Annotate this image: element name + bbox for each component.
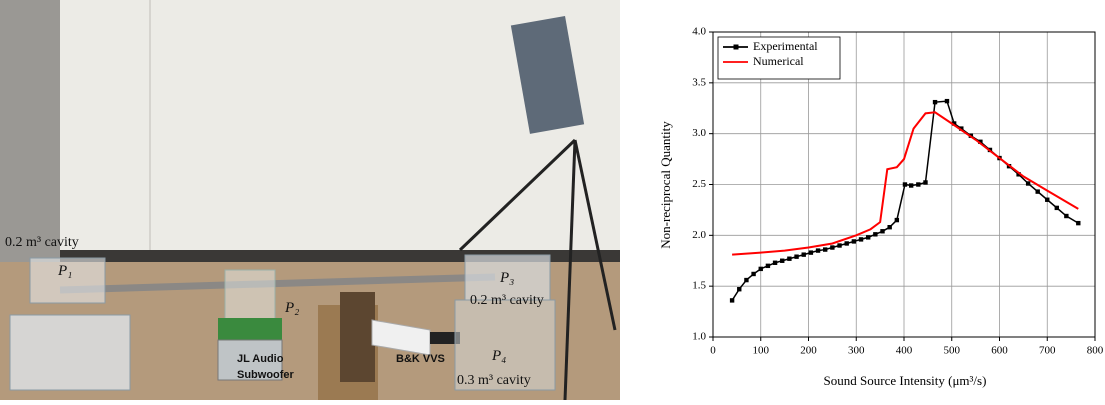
photo-label: P₁ [57, 263, 72, 279]
data-point [751, 271, 756, 277]
vibrometer [510, 15, 585, 134]
cavity-box-right [464, 254, 551, 301]
data-point [801, 252, 806, 257]
data-point [837, 243, 842, 248]
data-point [1025, 181, 1031, 186]
legend-box [717, 36, 841, 80]
y-tick-label: 4.0 [692, 26, 706, 38]
data-point [1064, 213, 1069, 219]
y-tick-label: 1.5 [692, 280, 706, 292]
photo-label: 0.2 m³ cavity [470, 293, 544, 308]
y-tick-label: 1.0 [692, 331, 706, 343]
tube [59, 273, 496, 294]
x-tick-label: 400 [896, 345, 913, 357]
photo-label: P₃ [499, 270, 514, 286]
data-point [830, 245, 835, 250]
data-point [787, 256, 792, 261]
data-point [865, 235, 871, 240]
horn [371, 319, 431, 356]
y-tick-label: 2.5 [692, 178, 706, 190]
x-axis-title: Sound Source Intensity (μm³/s) [824, 373, 987, 388]
data-point [858, 237, 864, 242]
y-tick-label: 3.5 [692, 76, 706, 88]
y-tick-label: 2.0 [692, 229, 706, 241]
data-point [944, 98, 950, 104]
data-point [844, 241, 849, 246]
tripod-leg [563, 139, 577, 401]
photo-label: JL Audio [237, 353, 284, 365]
data-point [1035, 189, 1040, 194]
data-point [780, 258, 785, 263]
legend-marker [733, 44, 739, 50]
data-point [737, 287, 742, 292]
data-point [902, 182, 908, 187]
data-point [729, 298, 735, 303]
cavity-box [29, 257, 106, 304]
y-axis-title: Non-reciprocal Quantity [658, 121, 673, 249]
tripod-leg [458, 138, 577, 252]
x-tick-label: 800 [1087, 345, 1104, 357]
data-point [744, 277, 749, 283]
cavity-base [9, 314, 131, 391]
subwoofer-box [217, 339, 283, 381]
cavity-box-right-lower [454, 299, 556, 391]
photo-label: Subwoofer [237, 369, 295, 381]
data-point [765, 263, 771, 269]
data-point [1016, 172, 1021, 177]
data-point [815, 248, 821, 253]
x-tick-label: 700 [1039, 345, 1056, 357]
y-tick-label: 3.0 [692, 127, 706, 139]
data-point [851, 239, 857, 244]
data-point [880, 229, 885, 234]
data-point [959, 126, 964, 131]
data-point [1054, 205, 1059, 211]
photo-label: 0.3 m³ cavity [457, 373, 531, 388]
x-tick-label: 200 [800, 345, 817, 357]
x-tick-label: 300 [848, 345, 865, 357]
photo: 0.2 m³ cavity P₁ P₂ P₃ 0.2 m³ cavity P₄ … [0, 0, 620, 401]
x-tick-label: 500 [944, 345, 961, 357]
data-point [887, 225, 892, 230]
data-point [932, 99, 938, 105]
photo-label: 0.2 m³ cavity [5, 235, 79, 250]
data-point [823, 247, 828, 252]
legend-label: Experimental [753, 39, 818, 53]
data-point [894, 217, 900, 223]
mic [430, 332, 460, 344]
tube-support [224, 269, 276, 321]
data-point [1076, 220, 1081, 226]
data-point [1045, 197, 1050, 202]
subwoofer-green [218, 318, 282, 340]
photo-label: P₄ [491, 348, 506, 364]
legend-label: Numerical [753, 54, 804, 68]
photo-label: P₂ [284, 300, 299, 316]
x-tick-label: 600 [991, 345, 1008, 357]
series-line [732, 111, 1079, 256]
plot-frame [712, 31, 1096, 338]
data-point [908, 183, 914, 188]
data-point [758, 266, 763, 272]
data-point [923, 180, 928, 185]
photo-label: B&K VVS [396, 353, 445, 365]
side-wall [0, 0, 60, 262]
data-point [978, 139, 983, 144]
data-point [916, 182, 921, 187]
data-point [808, 250, 814, 255]
speaker [340, 292, 375, 382]
data-point [951, 121, 957, 126]
tripod-leg [573, 139, 617, 331]
x-tick-label: 0 [710, 345, 716, 357]
x-tick-label: 100 [753, 345, 770, 357]
series-line [731, 100, 1079, 301]
data-point [873, 232, 878, 237]
data-point [772, 260, 778, 265]
data-point [794, 254, 799, 259]
